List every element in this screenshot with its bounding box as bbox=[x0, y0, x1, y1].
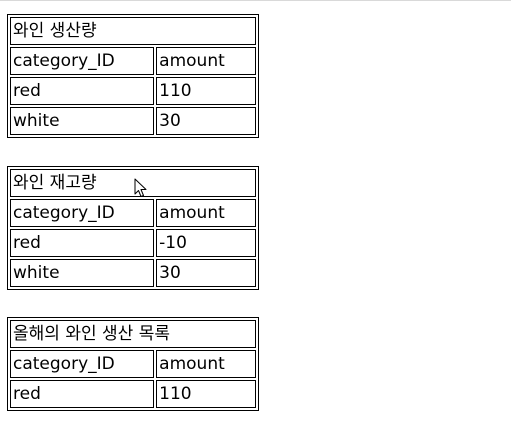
table-title: 와인 생산량 bbox=[10, 17, 256, 45]
wine-production-table: 와인 생산량 category_ID amount red 110 white … bbox=[7, 14, 259, 138]
column-header-amount: amount bbox=[156, 350, 256, 378]
table-row: white 30 bbox=[10, 107, 256, 135]
table-row: red -10 bbox=[10, 229, 256, 257]
table-row: white 30 bbox=[10, 259, 256, 287]
column-header-amount: amount bbox=[156, 199, 256, 227]
page-top-divider bbox=[0, 0, 511, 1]
column-header-category-id: category_ID bbox=[10, 350, 155, 378]
table-title: 올해의 와인 생산 목록 bbox=[10, 320, 256, 348]
table-cell-category: red bbox=[10, 77, 155, 105]
column-header-category-id: category_ID bbox=[10, 199, 155, 227]
table-cell-category: white bbox=[10, 259, 155, 287]
table-cell-amount: 30 bbox=[156, 107, 256, 135]
mouse-pointer-icon bbox=[134, 178, 147, 197]
table-row: red 110 bbox=[10, 77, 256, 105]
column-header-amount: amount bbox=[156, 47, 256, 75]
table-title-row: 와인 재고량 bbox=[10, 169, 256, 197]
table-cell-amount: 110 bbox=[156, 380, 256, 408]
table-cell-category: white bbox=[10, 107, 155, 135]
table-cell-category: red bbox=[10, 229, 155, 257]
table-title-row: 올해의 와인 생산 목록 bbox=[10, 320, 256, 348]
table-title: 와인 재고량 bbox=[10, 169, 256, 197]
table-header-row: category_ID amount bbox=[10, 199, 256, 227]
table-header-row: category_ID amount bbox=[10, 47, 256, 75]
table-cell-amount: 110 bbox=[156, 77, 256, 105]
table-cell-amount: 30 bbox=[156, 259, 256, 287]
table-cell-category: red bbox=[10, 380, 155, 408]
table-header-row: category_ID amount bbox=[10, 350, 256, 378]
table-cell-amount: -10 bbox=[156, 229, 256, 257]
table-title-row: 와인 생산량 bbox=[10, 17, 256, 45]
annual-wine-production-list-table: 올해의 와인 생산 목록 category_ID amount red 110 bbox=[7, 317, 259, 411]
wine-inventory-table: 와인 재고량 category_ID amount red -10 white … bbox=[7, 166, 259, 290]
column-header-category-id: category_ID bbox=[10, 47, 155, 75]
table-row: red 110 bbox=[10, 380, 256, 408]
